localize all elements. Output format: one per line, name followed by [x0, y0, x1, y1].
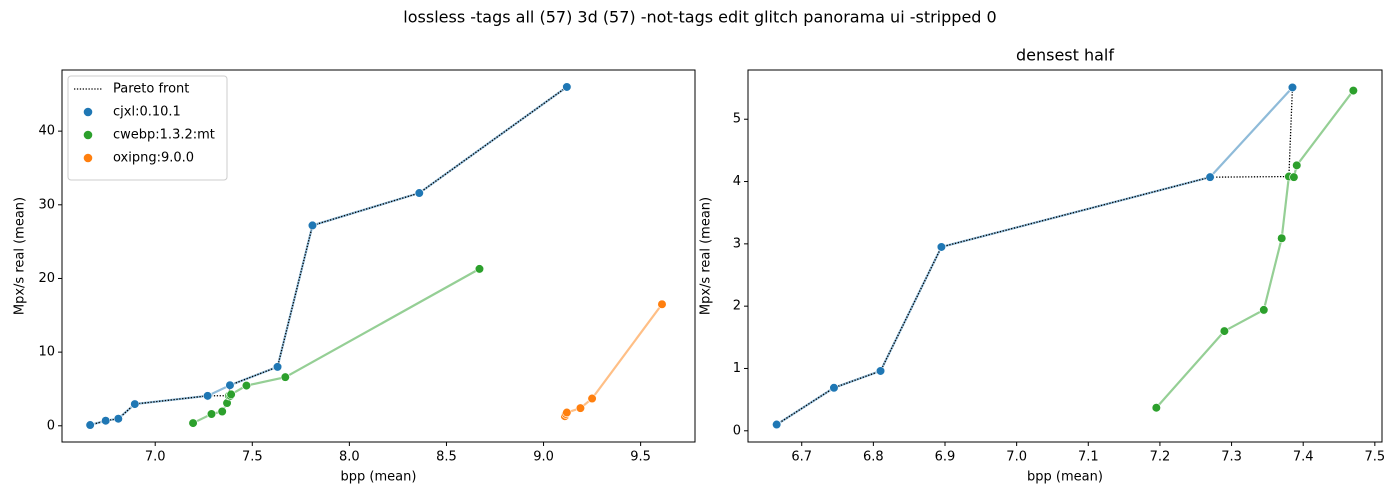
point [272, 362, 283, 372]
x-tick-label: 7.0 [145, 450, 166, 465]
point [206, 409, 217, 419]
y-tick-label: 30 [38, 197, 55, 212]
point [772, 419, 782, 430]
legend-label: oxipng:9.0.0 [113, 151, 194, 166]
point [280, 372, 290, 382]
point [657, 299, 667, 309]
x-tick-label: 7.0 [1006, 450, 1027, 465]
point [1289, 172, 1299, 182]
x-tick-label: 9.0 [533, 450, 554, 465]
x-axis-label: bpp (mean) [341, 470, 417, 485]
point [226, 389, 236, 400]
point [307, 220, 318, 231]
x-tick-label: 6.7 [791, 450, 812, 465]
x-tick-label: 9.5 [630, 450, 651, 465]
point [241, 380, 252, 391]
y-tick-label: 5 [733, 112, 741, 127]
point [1151, 403, 1161, 413]
y-tick-label: 10 [38, 345, 55, 360]
point [113, 414, 123, 424]
y-tick-label: 2 [733, 299, 741, 314]
plot-area [772, 82, 1358, 430]
legend-marker [83, 107, 93, 117]
y-tick-label: 20 [38, 271, 55, 286]
plot-area [85, 82, 667, 430]
legend-label: Pareto front [113, 82, 189, 97]
point [1219, 326, 1229, 336]
point [587, 393, 597, 404]
y-tick-label: 4 [733, 174, 741, 189]
point [85, 420, 95, 430]
y-tick-label: 40 [38, 124, 55, 139]
point [101, 416, 111, 426]
x-tick-label: 7.5 [242, 450, 263, 465]
legend-marker [83, 153, 93, 163]
legend-label: cwebp:1.3.2:mt [113, 128, 215, 143]
y-axis-label: Mpx/s real (mean) [699, 197, 714, 315]
axes-frame [61, 69, 696, 443]
point [875, 366, 886, 376]
point [203, 391, 213, 401]
axes-frame [747, 69, 1383, 443]
legend-box [67, 75, 228, 181]
x-tick-label: 6.8 [863, 450, 884, 465]
y-axis-label: Mpx/s real (mean) [13, 197, 28, 315]
series-line [89, 86, 568, 427]
legend-marker [83, 130, 93, 140]
x-tick-label: 6.9 [935, 450, 956, 465]
point [562, 407, 572, 418]
point [217, 406, 227, 417]
y-tick-label: 0 [733, 423, 741, 438]
x-axis-label: bpp (mean) [1027, 470, 1103, 485]
point [1287, 82, 1298, 93]
point [225, 380, 235, 390]
point [130, 399, 140, 409]
figure-title: lossless -tags all (57) 3d (57) -not-tag… [403, 8, 996, 27]
y-tick-label: 0 [47, 418, 55, 433]
point [562, 82, 572, 92]
point [829, 383, 839, 393]
point [1348, 85, 1358, 96]
point [188, 418, 198, 428]
y-tick-label: 3 [733, 236, 741, 251]
axes-title: densest half [1016, 46, 1114, 65]
point [575, 403, 586, 413]
x-tick-label: 7.5 [1364, 450, 1385, 465]
point [1277, 233, 1287, 243]
x-tick-label: 8.5 [436, 450, 457, 465]
x-tick-label: 8.0 [339, 450, 360, 465]
x-tick-label: 7.3 [1221, 450, 1242, 465]
x-tick-label: 7.1 [1078, 450, 1099, 465]
point [936, 242, 947, 252]
legend-label: cjxl:0.10.1 [113, 105, 181, 120]
point [1205, 172, 1215, 182]
point [1292, 160, 1302, 170]
y-tick-label: 1 [733, 361, 741, 376]
x-tick-label: 7.4 [1293, 450, 1314, 465]
x-tick-label: 7.2 [1150, 450, 1171, 465]
point [414, 188, 424, 198]
point [1259, 305, 1269, 315]
point [474, 264, 485, 274]
